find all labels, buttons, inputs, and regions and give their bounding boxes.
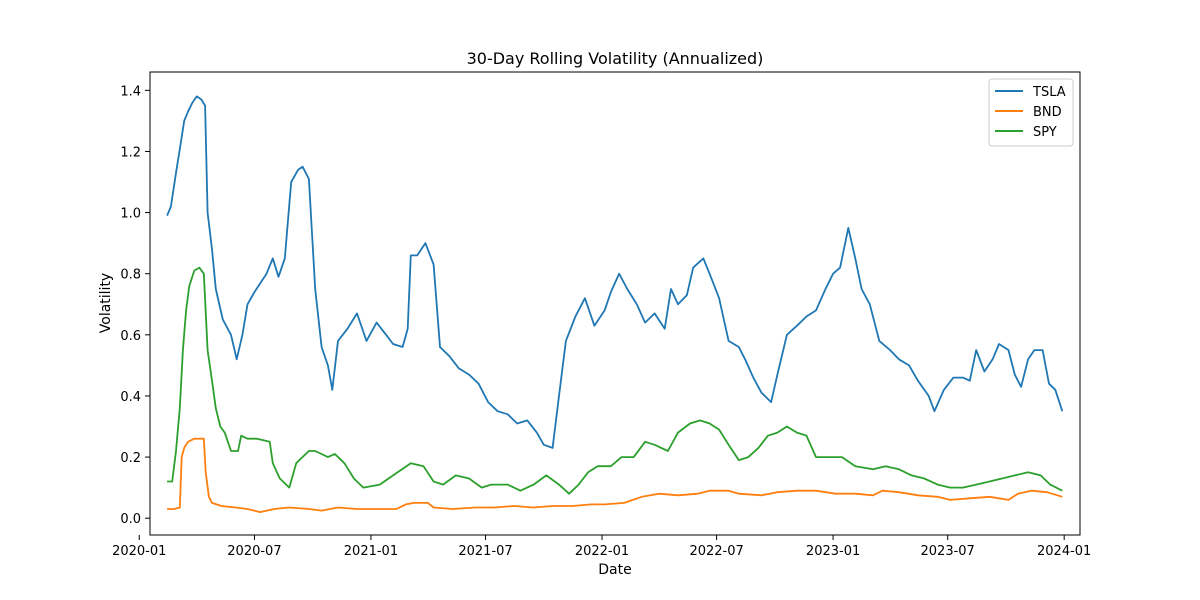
x-axis-label: Date	[598, 562, 631, 578]
x-tick-label: 2023-07	[921, 544, 975, 559]
y-tick-label: 0.0	[120, 512, 141, 527]
x-tick-label: 2021-01	[344, 544, 398, 559]
x-tick-label: 2020-01	[112, 544, 166, 559]
y-axis-label: Volatility	[98, 273, 114, 333]
legend-label-tsla: TSLA	[1032, 85, 1066, 100]
legend-box	[988, 78, 1074, 147]
series-line-bnd	[167, 437, 1063, 513]
series-layer	[166, 95, 1064, 513]
plot-background	[150, 72, 1080, 535]
y-tick-label: 0.4	[120, 390, 141, 405]
series-line-spy	[167, 266, 1063, 495]
chart-title: 30-Day Rolling Volatility (Annualized)	[467, 49, 764, 68]
x-tick-label: 2020-07	[227, 544, 281, 559]
y-axis: 0.0 0.2 0.4 0.6 0.8 1.0 1.2 1.4	[120, 84, 150, 527]
x-tick-label: 2021-07	[458, 544, 512, 559]
x-axis: 2020-01 2020-07 2021-01 2021-07 2022-01 2022-…	[112, 535, 1091, 559]
legend-label-spy: SPY	[1033, 125, 1057, 140]
x-tick-label: 2024-01	[1037, 544, 1091, 559]
legend: TSLA BND SPY	[988, 78, 1074, 147]
y-tick-label: 0.8	[120, 268, 141, 283]
y-tick-label: 1.0	[120, 207, 141, 222]
series-line-tsla	[166, 95, 1064, 449]
x-tick-label: 2022-01	[575, 544, 629, 559]
y-tick-label: 0.6	[120, 329, 141, 344]
x-tick-label: 2022-07	[689, 544, 743, 559]
y-tick-label: 1.2	[120, 145, 141, 160]
plot-area	[150, 72, 1080, 535]
y-tick-label: 1.4	[120, 84, 141, 99]
y-tick-label: 0.2	[120, 451, 141, 466]
legend-label-bnd: BND	[1033, 105, 1062, 120]
plot-frame	[149, 71, 1081, 536]
x-tick-label: 2023-01	[806, 544, 860, 559]
